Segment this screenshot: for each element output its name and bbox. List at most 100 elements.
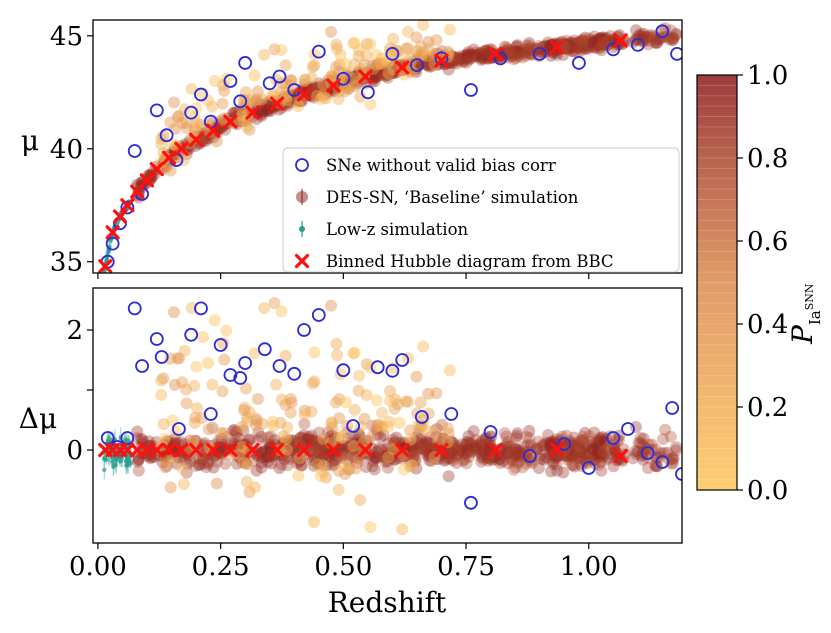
contaminant-point	[349, 347, 361, 359]
no-bias-point	[573, 57, 585, 69]
contaminant-point	[215, 427, 227, 439]
contaminant-point	[211, 135, 223, 147]
colorbar-tick-label: 0.4	[747, 310, 788, 340]
contaminant-point	[172, 111, 184, 123]
y-tick-label: 2	[66, 316, 83, 346]
contaminant-point	[442, 422, 454, 434]
contaminant-point	[371, 420, 383, 432]
contaminant-point	[365, 98, 377, 110]
contaminant-point	[217, 385, 229, 397]
legend-item-no_bias: SNe without valid bias corr	[296, 156, 556, 175]
no-bias-point	[129, 302, 141, 314]
contaminant-point	[349, 37, 361, 49]
contaminant-point	[325, 26, 337, 38]
contaminant-point	[178, 478, 190, 490]
colorbar-tick-label: 0.6	[747, 227, 788, 257]
contaminant-point	[197, 331, 209, 343]
des-point	[211, 456, 223, 468]
contaminant-point	[331, 43, 343, 55]
no-bias-point	[205, 408, 217, 420]
legend-label: DES-SN, ‘Baseline’ simulation	[326, 188, 579, 207]
contaminant-point	[170, 426, 182, 438]
y-tick-label: 40	[50, 135, 83, 165]
contaminant-point	[330, 338, 342, 350]
no-bias-point	[239, 57, 251, 69]
no-bias-point	[671, 48, 683, 60]
des-point	[265, 430, 277, 442]
legend-item-des: DES-SN, ‘Baseline’ simulation	[296, 188, 579, 207]
contaminant-point	[371, 394, 383, 406]
x-tick-label: 1.00	[560, 552, 618, 582]
contaminant-point	[417, 19, 429, 31]
legend-item-binned: Binned Hubble diagram from BBC	[297, 252, 614, 271]
contaminant-point	[421, 50, 433, 62]
des-point	[523, 432, 535, 444]
contaminant-point	[280, 59, 292, 71]
contaminant-point	[285, 407, 297, 419]
des-point	[572, 452, 584, 464]
no-bias-point	[465, 497, 477, 509]
no-bias-point	[129, 145, 141, 157]
contaminant-point	[364, 38, 376, 50]
contaminant-point	[326, 422, 338, 434]
contaminant-point	[211, 477, 223, 489]
des-point	[463, 451, 475, 463]
bottom-y-ticks: 02	[66, 316, 93, 466]
contaminant-point	[349, 404, 361, 416]
legend-label: Binned Hubble diagram from BBC	[326, 252, 614, 271]
colorbar-ticks: 0.00.20.40.60.81.0	[737, 61, 788, 506]
contaminant-point	[384, 395, 396, 407]
no-bias-point	[151, 104, 163, 116]
contaminant-point	[217, 98, 229, 110]
des-point	[659, 22, 671, 34]
contaminant-point	[358, 413, 370, 425]
des-point	[369, 463, 381, 475]
contaminant-point	[236, 441, 248, 453]
contaminant-point	[371, 59, 383, 71]
lowz-point	[102, 468, 106, 472]
contaminant-point	[238, 457, 250, 469]
des-point	[133, 465, 145, 477]
contaminant-point	[315, 93, 327, 105]
no-bias-point	[465, 84, 477, 96]
contaminant-point	[353, 385, 365, 397]
contaminant-point	[410, 371, 422, 383]
legend: SNe without valid bias corr DES-SN, ‘Base…	[283, 148, 679, 272]
des-point	[523, 40, 535, 52]
no-bias-point	[298, 324, 310, 336]
contaminant-point	[348, 440, 360, 452]
contaminant-point	[305, 72, 317, 84]
x-tick-label: 0.25	[192, 552, 250, 582]
des-point	[265, 457, 277, 469]
contaminant-point	[308, 346, 320, 358]
contaminant-point	[308, 516, 320, 528]
des-point	[642, 462, 654, 474]
x-axis-label: Redshift	[328, 586, 447, 619]
contaminant-point	[383, 416, 395, 428]
top-y-axis-label: μ	[21, 124, 39, 157]
colorbar-tick-label: 0.8	[747, 144, 788, 174]
contaminant-point	[444, 24, 456, 36]
contaminant-point	[202, 357, 214, 369]
no-bias-point	[136, 360, 148, 372]
no-bias-point	[151, 333, 163, 345]
des-point	[643, 30, 655, 42]
bottom-axes-frame	[93, 288, 682, 543]
y-tick-label: 35	[50, 248, 83, 278]
contaminant-point	[275, 44, 287, 56]
des-point	[504, 441, 516, 453]
contaminant-point	[404, 460, 416, 472]
contaminant-point	[339, 468, 351, 480]
des-point	[521, 447, 533, 459]
contaminant-point	[176, 376, 188, 388]
contaminant-point	[315, 470, 327, 482]
contaminant-point	[275, 305, 287, 317]
colorbar-label-sub2: SNN	[803, 283, 816, 310]
bottom-y-axis-label: Δμ	[19, 402, 57, 435]
contaminant-point	[365, 521, 377, 533]
des-point	[670, 29, 682, 41]
contaminant-point	[250, 419, 262, 431]
legend-lowz-marker	[299, 226, 305, 232]
contaminant-point	[209, 314, 221, 326]
contaminant-point	[305, 406, 317, 418]
